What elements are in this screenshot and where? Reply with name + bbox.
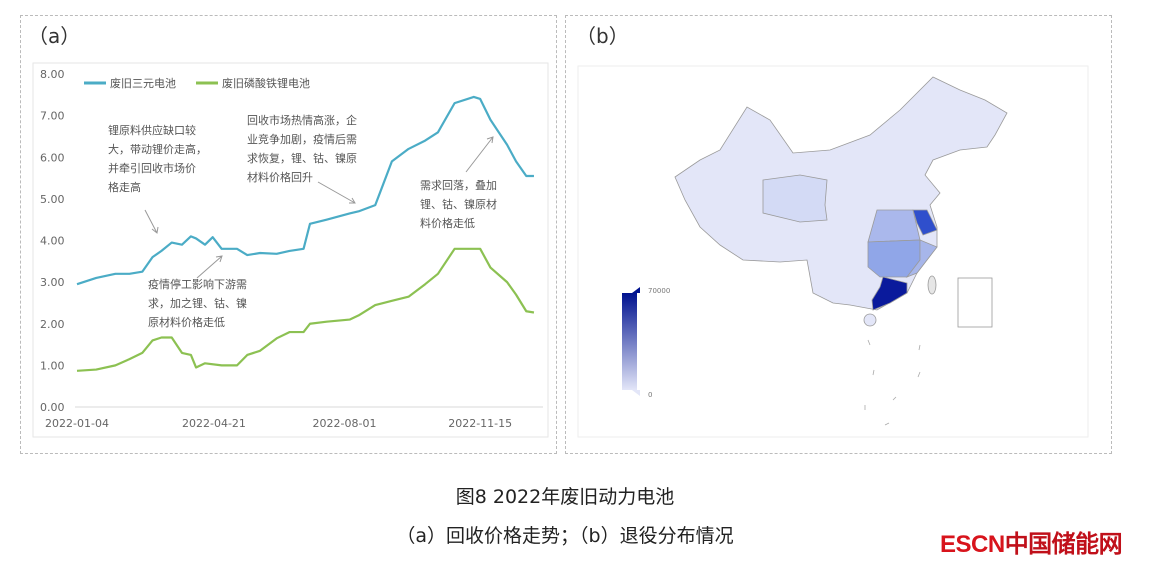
- y-tick-label: 6.00: [40, 151, 65, 164]
- annotation-text: 求恢复，锂、钴、镍原: [247, 151, 357, 165]
- visual-map-handle-max[interactable]: [632, 287, 640, 293]
- panel-a-label: （a）: [28, 24, 81, 48]
- visual-map-handle-min[interactable]: [632, 390, 640, 396]
- annotation-text: 求，加之锂、钴、镍: [148, 296, 247, 310]
- region-zhejiang-fujian: [905, 239, 938, 278]
- caption-subtitle: （a）回收价格走势；（b）退役分布情况: [396, 525, 734, 547]
- annotation-text: 锂原料供应缺口较: [108, 123, 196, 137]
- y-tick-label: 2.00: [40, 318, 65, 331]
- panel-a-frame: [20, 15, 557, 454]
- south-sea-inset: [957, 277, 993, 328]
- visual-map-min-label: 0: [648, 391, 652, 399]
- annotation-text: 料价格走低: [420, 216, 475, 230]
- legend: 废旧三元电池 废旧磷酸铁锂电池: [84, 76, 310, 90]
- annotation-text: 并牵引回收市场价: [108, 161, 196, 175]
- panel-b-frame: [565, 15, 1112, 454]
- region-qinghai: [762, 174, 828, 223]
- annotation-text: 回收市场热情高涨，企: [247, 113, 357, 127]
- annotation-text: 格走高: [108, 180, 141, 194]
- region-jiangsu: [912, 209, 938, 236]
- y-tick-label: 4.00: [40, 235, 65, 248]
- x-tick-label: 2022-01-04: [45, 417, 109, 430]
- y-tick-label: 0.00: [40, 401, 65, 414]
- caption-title: 图8 2022年废旧动力电池: [455, 486, 675, 508]
- annotation-text: 需求回落，叠加: [420, 179, 497, 192]
- series-line-1: [76, 247, 535, 372]
- escn-logo: ESCN中国储能网: [940, 531, 1123, 558]
- arrow-4: [465, 136, 494, 173]
- x-tick-label: 2022-11-15: [448, 417, 512, 430]
- visual-map-max-label: 70000: [648, 287, 670, 295]
- x-tick-label: 2022-04-21: [182, 417, 246, 430]
- y-tick-label: 7.00: [40, 110, 65, 123]
- arrow-1: [144, 209, 159, 234]
- y-tick-label: 8.00: [40, 68, 65, 81]
- region-guangdong: [871, 276, 908, 311]
- annotation-text: 锂、钴、镍原材: [420, 197, 497, 211]
- arrow-3: [317, 181, 356, 204]
- annotation-arrows: [144, 136, 494, 279]
- south-sea-islands: [864, 339, 921, 426]
- y-tick-label: 5.00: [40, 193, 65, 206]
- region-anhui-hubei: [867, 209, 921, 243]
- arrow-2: [196, 255, 223, 279]
- panel-b-label: （b）: [576, 24, 629, 48]
- annotation-text: 大，带动锂价走高，: [108, 142, 207, 156]
- china-map: [674, 76, 1008, 426]
- region-hainan: [863, 313, 877, 327]
- visual-map-bar[interactable]: [622, 293, 637, 390]
- x-tick-label: 2022-08-01: [313, 417, 377, 430]
- y-tick-label: 3.00: [40, 276, 65, 289]
- y-tick-label: 1.00: [40, 359, 65, 372]
- legend-label-lfp: 废旧磷酸铁锂电池: [222, 76, 310, 90]
- annotation-text: 疫情停工影响下游需: [148, 277, 247, 291]
- region-taiwan: [927, 275, 937, 295]
- annotation-text: 原材料价格走低: [148, 315, 225, 329]
- annotation-text: 业竞争加剧，疫情后需: [247, 132, 357, 146]
- legend-label-ncm: 废旧三元电池: [110, 76, 176, 90]
- annotation-text: 材料价格回升: [247, 170, 313, 184]
